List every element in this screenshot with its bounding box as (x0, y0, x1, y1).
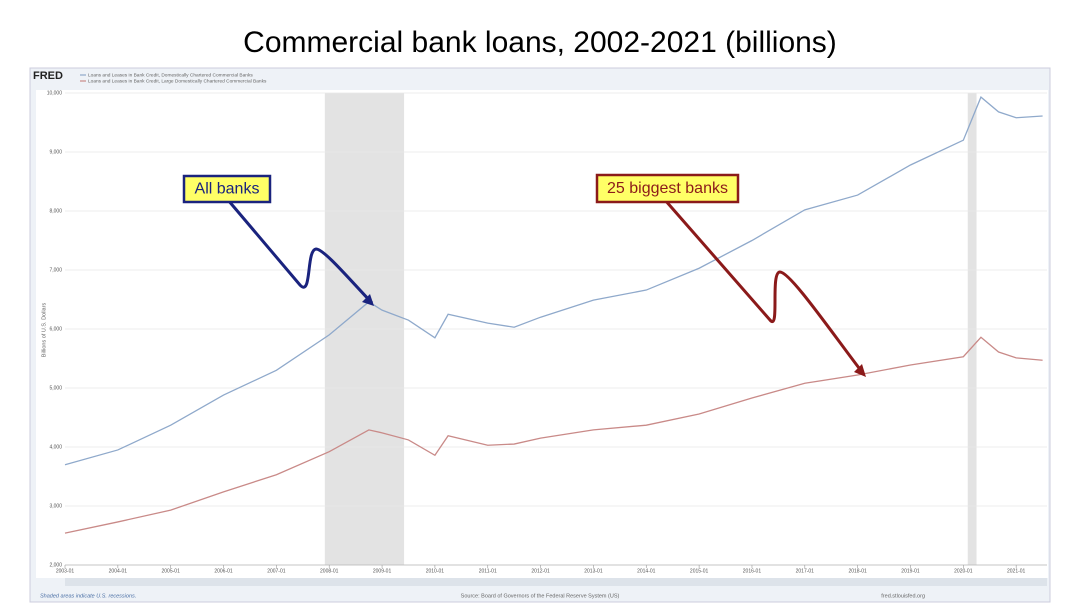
legend-label: Loans and Leases in Bank Credit, Domesti… (88, 72, 253, 78)
y-tick-label: 7,000 (49, 267, 62, 273)
x-tick-label: 2020-01 (954, 568, 973, 574)
plot-bg (36, 90, 1048, 578)
annotation-box (182, 174, 272, 204)
x-tick-label: 2011-01 (479, 568, 497, 574)
x-tick-label: 2014-01 (637, 568, 656, 574)
x-tick-label: 2013-01 (584, 568, 603, 574)
legend-label: Loans and Leases in Bank Credit, Large D… (88, 78, 267, 84)
y-tick-label: 9,000 (49, 149, 62, 155)
site: fred.stlouisfed.org (881, 593, 925, 599)
chart-title: Commercial bank loans, 2002-2021 (billio… (243, 26, 837, 59)
x-tick-label: 2004-01 (109, 568, 128, 574)
y-tick-label: 3,000 (49, 503, 62, 509)
annotation: All banks (195, 181, 260, 198)
series-line (64, 96, 1043, 466)
x-tick-label: 2012-01 (531, 568, 550, 574)
y-tick-label: 5,000 (49, 385, 62, 391)
arrow (226, 199, 374, 305)
x-tick-label: 2015-01 (690, 568, 709, 574)
x-tick-label: 2006-01 (214, 568, 233, 574)
y-tick-label: 8,000 (49, 208, 62, 214)
annotation-box (595, 173, 740, 204)
plot-layer: 2,000 3,000 4,000 5,000 6,000 7,000 8,000 9,000… (47, 72, 1047, 574)
x-tick-label: 2005-01 (162, 568, 181, 574)
x-tick-label: 2010-01 (426, 568, 445, 574)
annotations: All banks 25 biggest banks (182, 173, 866, 377)
x-tick-label: 2021-01 (1007, 568, 1026, 574)
x-tick-label: 2019-01 (901, 568, 920, 574)
x-tick-label: 2016-01 (743, 568, 762, 574)
y-tick-label: 10,000 (47, 90, 63, 96)
annotation: 25 biggest banks (607, 180, 728, 197)
y-tick-label: 6,000 (49, 326, 62, 332)
x-tick-label: 2009-01 (373, 568, 392, 574)
x-tick-label: 2008-01 (320, 568, 339, 574)
arrowhead (362, 294, 374, 306)
y-tick-label: 4,000 (49, 444, 62, 450)
source: Source: Board of Governors of the Federa… (461, 593, 620, 599)
logo: FRED (33, 70, 63, 82)
x-tick-label: 2017-01 (796, 568, 815, 574)
arrow (663, 199, 864, 373)
x-tick-label: 2003-01 (56, 568, 75, 574)
recession-note: Shaded areas indicate U.S. recessions. (40, 593, 136, 599)
y-tick-label: 2,000 (49, 562, 62, 568)
x-tick-label: 2007-01 (267, 568, 286, 574)
arrowhead (854, 364, 866, 377)
x-tick-label: 2018-01 (848, 568, 867, 574)
y-axis-label: Billions of U.S. Dollars (41, 303, 47, 358)
scrollbar[interactable] (65, 578, 1047, 586)
series-line (64, 336, 1043, 534)
